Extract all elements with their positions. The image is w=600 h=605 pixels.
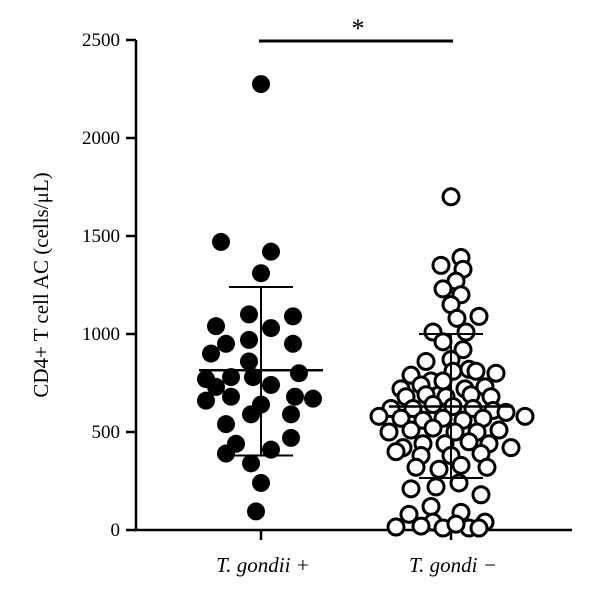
data-point [282,405,300,424]
data-point [429,459,449,479]
data-point [403,398,423,418]
data-point [242,405,260,424]
data-point [262,440,280,459]
data-point [222,368,240,387]
y-axis: 0 500 1000 1500 2000 2500 CD4+ T cell AC (cel… [29,30,138,541]
data-point [446,514,466,534]
data-point [252,75,270,94]
data-point [469,306,489,326]
data-point [386,517,406,537]
data-point [451,455,471,475]
significance-bracket: * [259,14,453,43]
data-point [515,406,535,426]
significance-star: * [352,14,365,43]
data-point [262,319,280,338]
data-point [242,454,260,473]
y-tick-label: 2000 [82,128,120,149]
data-point [282,428,300,447]
data-point [426,477,446,497]
data-point [459,432,479,452]
data-point [469,518,489,538]
data-point [386,442,406,462]
data-point [240,352,258,371]
data-point [453,340,473,360]
data-point [217,444,235,463]
data-point [290,364,308,383]
data-point [423,395,443,415]
data-point [286,387,304,406]
data-point [477,457,497,477]
data-point [284,334,302,353]
data-point [262,242,280,261]
data-point [496,402,516,422]
group-2 [369,187,535,538]
x-category-label: T. gondii + [216,553,310,577]
data-point [202,344,220,363]
data-point [489,420,509,440]
group-1 [197,75,323,521]
data-point [391,408,411,428]
x-category-label: T. gondi − [409,553,497,577]
x-axis: T. gondii + T. gondi − [134,528,572,577]
data-point [207,317,225,336]
y-axis-title: CD4+ T cell AC (cells/μL) [29,172,53,397]
data-point [284,307,302,326]
data-point [207,377,225,396]
data-point [456,322,476,342]
groups [197,75,535,538]
y-tick-label: 500 [92,422,121,443]
data-point [501,438,521,458]
data-point [222,387,240,406]
data-point [252,264,270,283]
data-point [471,485,491,505]
data-point [379,422,399,442]
y-tick-label: 1000 [82,324,120,345]
data-point [304,389,322,408]
data-point [406,457,426,477]
data-point [369,406,389,426]
data-point [431,255,451,275]
data-point [401,420,421,440]
y-tick-label: 1500 [82,226,120,247]
data-point [262,375,280,394]
data-point [401,479,421,499]
data-point [244,368,262,387]
y-tick-label: 0 [111,520,121,541]
data-point [447,308,467,328]
data-point [486,363,506,383]
y-tick-label: 2500 [82,30,120,51]
data-point [466,361,486,381]
data-point [217,415,235,434]
data-point [247,502,265,521]
data-point [197,391,215,410]
data-point [433,279,453,299]
data-point [212,232,230,251]
data-point [217,334,235,353]
data-point [240,330,258,349]
data-point [421,496,441,516]
data-point [240,305,258,324]
data-point [399,504,419,524]
data-point [433,332,453,352]
data-point [433,371,453,391]
data-point [416,351,436,371]
y-ticks: 0 500 1000 1500 2000 2500 [82,30,136,541]
data-point [441,187,461,207]
data-point [423,418,443,438]
data-point [411,516,431,536]
data-point [252,473,270,492]
x-ticks: T. gondii + T. gondi − [216,530,497,577]
